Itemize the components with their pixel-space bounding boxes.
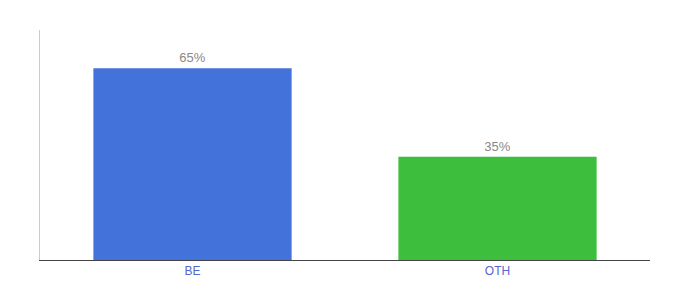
- svg-text:OTH: OTH: [485, 264, 510, 278]
- svg-text:35%: 35%: [484, 139, 510, 154]
- svg-text:BE: BE: [184, 264, 200, 278]
- svg-text:65%: 65%: [179, 50, 205, 65]
